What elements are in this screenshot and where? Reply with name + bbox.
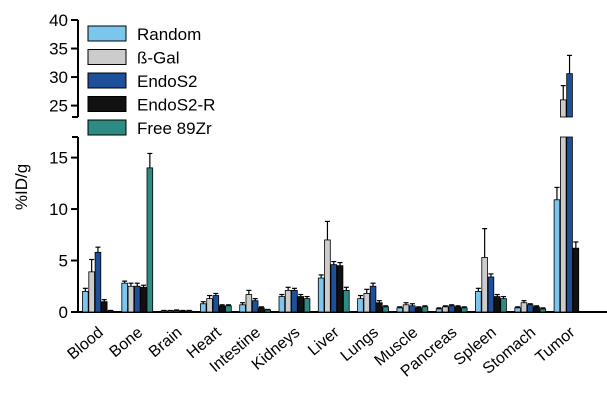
y-axis-title: %ID/g <box>12 164 31 210</box>
y-tick-10-label: 10 <box>49 200 68 219</box>
bar-tumor-endos2-lower <box>566 136 573 313</box>
bar-liver-endos2-r <box>336 265 344 313</box>
legend-swatch-random <box>87 25 127 42</box>
legend-swatch--gal <box>87 49 127 65</box>
legend-label-endos2: EndoS2 <box>137 72 198 91</box>
legend-swatch-endos2-r <box>87 96 127 112</box>
bar-liver--gal <box>324 239 331 313</box>
bar-spleen--gal <box>481 257 488 313</box>
bar-intestine-endos2-r <box>258 307 265 313</box>
bar-liver-random <box>317 277 325 313</box>
bar-bone-random <box>121 282 128 313</box>
bar-stomach--gal <box>520 302 528 313</box>
bar-muscle-random <box>396 307 403 313</box>
bar-tumor-endos2-r <box>572 247 580 313</box>
bar-blood-endos2-r <box>101 301 108 313</box>
bar-kidneys-endos2 <box>291 289 298 313</box>
bar-heart-endos2 <box>212 295 220 313</box>
bar-bone-endos2 <box>133 285 141 313</box>
bar-heart--gal <box>206 298 213 313</box>
bar-pancreas--gal <box>442 306 449 313</box>
y-tick-15-label: 15 <box>49 149 68 168</box>
bar-brain--gal <box>166 310 174 313</box>
legend-label--gal: ß-Gal <box>137 49 180 68</box>
bar-pancreas-endos2-r <box>454 306 462 313</box>
bar-muscle--gal <box>402 304 410 313</box>
bar-kidneys--gal <box>284 289 292 313</box>
bar-spleen-endos2-r <box>493 296 501 313</box>
x-tick-label-tumor: Tumor <box>533 324 579 367</box>
bar-lungs--gal <box>363 293 370 313</box>
bar-muscle-free-89zr <box>421 306 429 313</box>
bar-muscle-endos2 <box>409 305 416 313</box>
bar-kidneys-free-89zr <box>303 298 311 313</box>
bar-intestine-endos2 <box>251 300 259 313</box>
x-tick-label-blood: Blood <box>65 324 107 363</box>
bar-tumor-endos2 <box>566 73 573 118</box>
bar-lungs-endos2-r <box>376 302 383 313</box>
bar-intestine-free-89zr <box>264 309 271 313</box>
legend-label-free-89zr: Free 89Zr <box>137 119 212 138</box>
y-tick-25-label: 25 <box>49 97 68 116</box>
bar-bone-free-89zr <box>146 167 154 313</box>
y-ticks: 0 5 10 15 25 30 35 40 <box>49 11 78 322</box>
bar-pancreas-random <box>435 308 443 313</box>
bar-liver-free-89zr <box>343 289 350 313</box>
bar-tumor-random <box>553 199 561 313</box>
y-tick-5-label: 5 <box>59 252 68 271</box>
y-tick-30-label: 30 <box>49 68 68 87</box>
x-tick-label-bone: Bone <box>107 324 147 361</box>
bar-tumor--gal <box>560 99 567 118</box>
y-tick-35-label: 35 <box>49 40 68 59</box>
bar-liver-endos2 <box>330 264 337 313</box>
bar-blood-free-89zr <box>107 310 114 313</box>
bar-stomach-endos2-r <box>533 306 540 313</box>
bar-spleen-free-89zr <box>500 298 507 313</box>
bar-pancreas-endos2 <box>448 305 455 313</box>
bar-pancreas-free-89zr <box>460 307 468 313</box>
bar-brain-endos2 <box>173 310 180 313</box>
bar-kidneys-random <box>278 296 286 313</box>
bar-stomach-endos2 <box>527 304 534 313</box>
bar-brain-random <box>160 310 168 313</box>
legend-swatch-endos2 <box>87 72 127 89</box>
bar-lungs-random <box>357 298 364 313</box>
bar-kidneys-endos2-r <box>297 296 304 313</box>
bar-heart-endos2-r <box>218 305 226 313</box>
bar-tumor--gal-lower <box>560 136 567 313</box>
bar-muscle-endos2-r <box>415 307 422 313</box>
bar-bone--gal <box>127 285 135 313</box>
legend: Random ß-Gal EndoS2 EndoS2-R Free 89Zr <box>87 25 215 138</box>
legend-label-endos2-r: EndoS2-R <box>137 96 215 115</box>
bar-heart-free-89zr <box>225 305 232 313</box>
bars <box>82 54 580 313</box>
bar-bone-endos2-r <box>140 286 147 313</box>
y-tick-0-label: 0 <box>59 303 68 322</box>
bar-stomach-free-89zr <box>539 308 547 313</box>
bar-stomach-random <box>514 307 521 313</box>
x-tick-label-liver: Liver <box>305 324 343 360</box>
bar-blood--gal <box>88 271 95 313</box>
bar-blood-random <box>82 291 89 313</box>
bar-spleen-random <box>475 291 482 313</box>
y-tick-40-label: 40 <box>49 11 68 30</box>
bar-lungs-free-89zr <box>382 306 389 313</box>
bar-lungs-endos2 <box>369 285 377 313</box>
bar-spleen-endos2 <box>487 276 495 313</box>
bar-brain-free-89zr <box>185 310 193 313</box>
legend-label-random: Random <box>137 25 201 44</box>
bar-brain-endos2-r <box>179 310 187 313</box>
bar-intestine--gal <box>245 294 253 313</box>
bar-blood-endos2 <box>94 251 102 313</box>
bar-heart-random <box>199 303 207 313</box>
bar-intestine-random <box>239 304 246 313</box>
x-tick-label-brain: Brain <box>146 324 186 361</box>
legend-swatch-free-89zr <box>87 119 127 136</box>
